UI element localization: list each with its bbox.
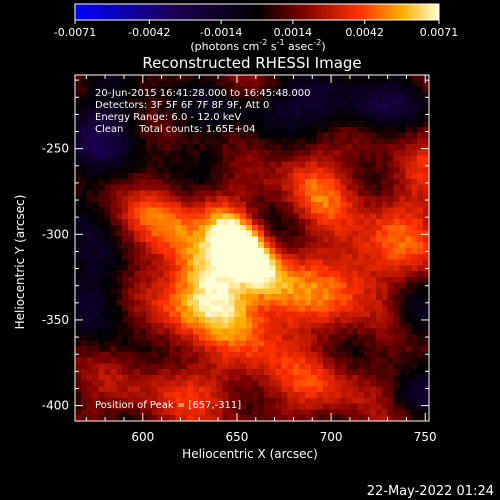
colorbar-unit-label: (photons cm-2 s-1 asec-2) [190,38,325,53]
x-axis-ticks: 600 650 700 750 [85,75,437,444]
x-tick-label: 650 [225,430,248,444]
annotation-energy-range: Energy Range: 6.0 - 12.0 keV [95,112,241,123]
y-tick-label: -400 [42,399,69,413]
annotation-detectors: Detectors: 3F 5F 6F 7F 8F 9F, Att 0 [95,100,269,111]
peak-position-label: Position of Peak = [657,-311] [95,400,241,411]
y-tick-label: -350 [42,313,69,327]
colorbar-tick-label: 0.0042 [345,26,384,39]
x-axis-label: Heliocentric X (arcsec) [182,447,318,461]
colorbar [74,3,440,21]
y-axis-label: Heliocentric Y (arcsec) [13,195,27,330]
heatmap-image [75,75,429,421]
x-tick-label: 750 [414,430,437,444]
colorbar-tick-label: 0.0071 [420,26,459,39]
y-axis-ticks: -400 -350 -300 -250 [42,79,429,413]
colorbar-tick-label: -0.0014 [200,26,242,39]
colorbar-ticks: -0.0071 -0.0042 -0.0014 0.0014 0.0042 0.0071 [54,20,458,39]
x-tick-label: 600 [131,430,154,444]
y-tick-label: -250 [42,142,69,156]
colorbar-tick-label: 0.0014 [274,26,313,39]
colorbar-tick-label: -0.0042 [128,26,170,39]
plot-frame [74,74,430,422]
footer-timestamp: 22-May-2022 01:24 [367,484,494,499]
annotation-time-range: 20-Jun-2015 16:41:28.000 to 16:45:48.000 [95,88,311,99]
annotation-block: 20-Jun-2015 16:41:28.000 to 16:45:48.000… [95,88,311,135]
chart-title: Reconstructed RHESSI Image [142,54,361,72]
annotation-clean-counts: Clean Total counts: 1.65E+04 [95,124,255,135]
colorbar-tick-label: -0.0071 [54,26,96,39]
y-tick-label: -300 [42,227,69,241]
x-tick-label: 700 [320,430,343,444]
